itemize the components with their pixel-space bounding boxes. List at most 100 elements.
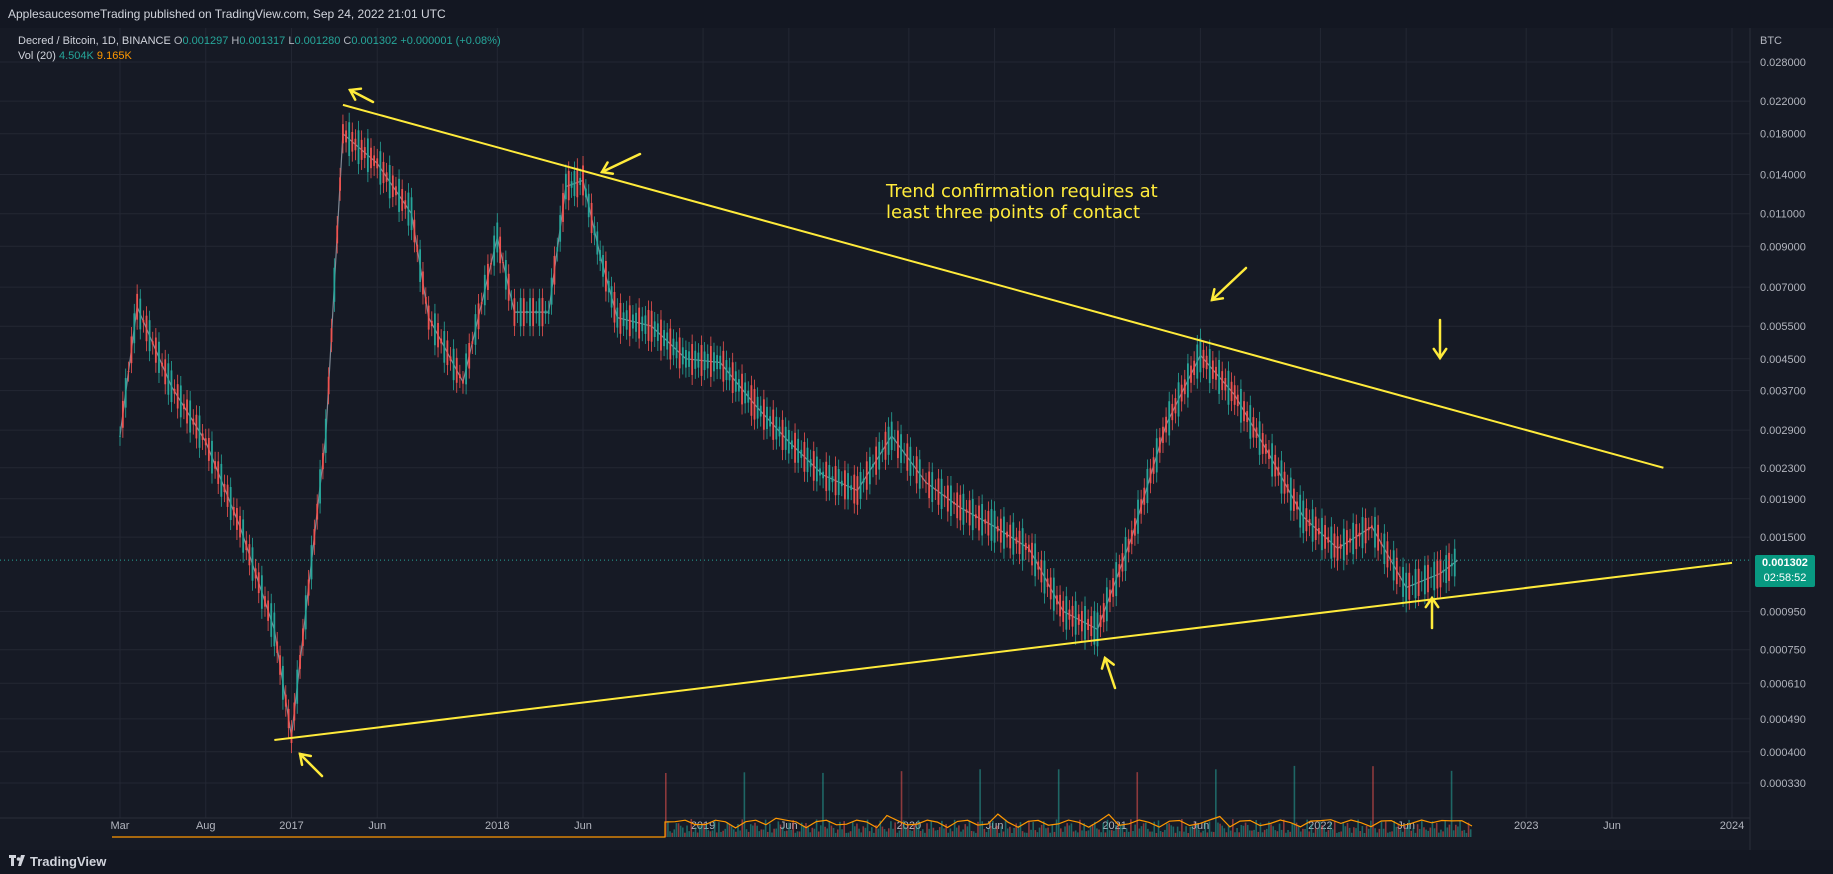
volume-bar	[1397, 823, 1400, 837]
volume-bar	[864, 827, 867, 837]
volume-bar	[1236, 828, 1238, 837]
volume-bar	[862, 826, 865, 837]
candle-body	[427, 305, 430, 330]
x-tick-label: 2017	[279, 820, 303, 832]
volume-bar	[1246, 825, 1249, 837]
volume-bar	[1325, 831, 1328, 837]
volume-bar	[1204, 820, 1207, 837]
volume-bar	[741, 819, 744, 837]
volume-bar	[1136, 772, 1139, 837]
volume-bar	[1425, 829, 1427, 837]
candle-body	[1333, 533, 1336, 558]
candle-body	[602, 255, 604, 277]
contact-arrow-head	[298, 752, 313, 767]
volume-bar	[1021, 831, 1024, 837]
candle-body	[1021, 528, 1024, 561]
candle-body	[424, 296, 427, 304]
tradingview-logo-icon	[9, 855, 25, 866]
candle-body	[319, 469, 321, 504]
volume-bar	[1416, 824, 1419, 837]
candle-body	[257, 572, 260, 594]
candle-body	[1071, 605, 1074, 627]
volume-value: 4.504K	[58, 50, 94, 62]
price-chart[interactable]: 0.028000 0.022000 0.018000 0.014000 0.011000…	[0, 28, 1833, 850]
volume-bar	[1043, 821, 1045, 837]
volume-bar	[1104, 832, 1107, 837]
candle-body	[1230, 381, 1233, 402]
volume-bar	[1045, 828, 1047, 837]
volume-bar	[1323, 827, 1325, 837]
volume-bar	[1206, 832, 1209, 837]
volume-bar	[994, 828, 996, 837]
volume-bar	[1123, 832, 1126, 837]
contact-arrow-head	[1210, 288, 1225, 302]
volume-bar	[981, 821, 984, 837]
candle-body	[1305, 508, 1308, 532]
candle-body	[713, 352, 715, 372]
candle-body	[1115, 562, 1118, 597]
candle-body	[1205, 355, 1208, 370]
candle-body	[477, 303, 480, 330]
volume-bar	[898, 830, 901, 837]
volume-bar	[877, 828, 879, 837]
candle-body	[844, 470, 846, 500]
high-value: 0.001317	[239, 35, 286, 47]
candle-body	[443, 331, 446, 363]
candle-body	[850, 485, 853, 491]
candle-body	[1448, 552, 1450, 581]
volume-bar	[1346, 823, 1349, 837]
candle-body	[644, 315, 647, 334]
volume-ma-value: 9.165K	[96, 50, 132, 62]
candle-body	[1127, 538, 1130, 553]
candle-body	[133, 313, 136, 344]
volume-bar	[665, 773, 667, 837]
volume-bar	[743, 772, 746, 837]
volume-bar	[671, 832, 673, 837]
volume-bar	[975, 832, 977, 837]
candle-body	[391, 175, 394, 198]
volume-bar	[786, 830, 788, 837]
volume-bar	[1219, 823, 1221, 837]
candle-body	[1093, 610, 1096, 645]
chart-area[interactable]: 0.028000 0.022000 0.018000 0.014000 0.011000…	[0, 28, 1833, 850]
volume-bar	[1327, 830, 1330, 837]
volume-bar	[1263, 829, 1266, 837]
volume-bar	[1115, 824, 1117, 837]
candle-body	[1080, 611, 1083, 632]
change-value: +0.000001 (+0.08%)	[400, 35, 501, 47]
volume-bar	[775, 828, 778, 837]
candle-body	[862, 478, 865, 483]
candle-body	[474, 314, 477, 345]
volume-bar	[1249, 830, 1251, 837]
volume-bar	[1266, 828, 1268, 837]
candle-body	[398, 178, 400, 212]
candle-body	[890, 421, 893, 451]
volume-bar	[1227, 824, 1230, 837]
volume-bar	[964, 824, 967, 837]
y-tick-label: 0.000950	[1760, 606, 1806, 618]
volume-bar	[887, 828, 890, 837]
candle-body	[750, 385, 753, 416]
volume-bar	[698, 825, 701, 837]
candle-body	[731, 362, 734, 394]
candle-body	[1099, 614, 1102, 628]
candle-body	[1370, 525, 1373, 529]
candle-body	[806, 447, 809, 473]
candle-body	[183, 403, 185, 410]
candle-body	[1399, 575, 1401, 577]
volume-bar	[1336, 832, 1338, 837]
candle-body	[1255, 427, 1258, 438]
volume-bar	[667, 821, 669, 837]
candle-body	[819, 468, 821, 476]
volume-bar	[1280, 829, 1283, 837]
volume-bar	[1291, 823, 1294, 837]
candle-body	[273, 612, 276, 647]
volume-bar	[832, 827, 835, 837]
volume-bar	[953, 819, 956, 837]
candle-body	[1049, 577, 1052, 600]
candle-body	[434, 313, 436, 346]
contact-arrow-shaft	[600, 152, 642, 174]
candle-body	[1140, 499, 1143, 514]
candle-body	[1453, 548, 1456, 577]
candle-body	[310, 545, 313, 580]
